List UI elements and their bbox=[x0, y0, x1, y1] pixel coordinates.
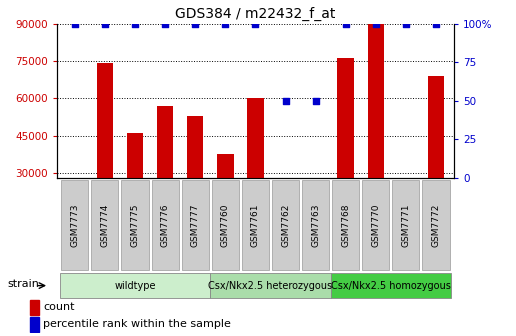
Bar bbox=[367, 24, 384, 248]
Point bbox=[281, 98, 289, 103]
FancyBboxPatch shape bbox=[212, 180, 239, 270]
FancyBboxPatch shape bbox=[331, 273, 451, 298]
Bar bbox=[30, 300, 39, 315]
Point bbox=[71, 21, 79, 26]
FancyBboxPatch shape bbox=[91, 180, 119, 270]
FancyBboxPatch shape bbox=[302, 180, 329, 270]
FancyBboxPatch shape bbox=[121, 180, 149, 270]
FancyBboxPatch shape bbox=[423, 180, 449, 270]
FancyBboxPatch shape bbox=[392, 180, 420, 270]
Text: wildtype: wildtype bbox=[114, 281, 156, 291]
FancyBboxPatch shape bbox=[272, 180, 299, 270]
Bar bbox=[67, 178, 83, 248]
Bar bbox=[30, 317, 39, 332]
Point bbox=[432, 21, 440, 26]
Bar bbox=[398, 178, 414, 248]
FancyBboxPatch shape bbox=[60, 273, 211, 298]
FancyBboxPatch shape bbox=[242, 180, 269, 270]
Text: GSM7772: GSM7772 bbox=[431, 203, 441, 247]
Bar bbox=[337, 58, 354, 248]
Text: GSM7777: GSM7777 bbox=[191, 203, 200, 247]
Bar bbox=[428, 76, 444, 248]
Text: GSM7763: GSM7763 bbox=[311, 203, 320, 247]
Point bbox=[372, 21, 380, 26]
Point bbox=[251, 21, 260, 26]
Bar bbox=[157, 106, 173, 248]
Point bbox=[342, 21, 350, 26]
Text: GSM7760: GSM7760 bbox=[221, 203, 230, 247]
Bar bbox=[308, 178, 324, 248]
Text: Csx/Nkx2.5 homozygous: Csx/Nkx2.5 homozygous bbox=[331, 281, 451, 291]
Text: GSM7773: GSM7773 bbox=[70, 203, 79, 247]
Bar bbox=[127, 133, 143, 248]
Point bbox=[402, 21, 410, 26]
Bar bbox=[217, 155, 234, 248]
Bar bbox=[277, 178, 294, 248]
FancyBboxPatch shape bbox=[211, 273, 331, 298]
Text: GSM7761: GSM7761 bbox=[251, 203, 260, 247]
Text: GSM7771: GSM7771 bbox=[401, 203, 410, 247]
Point bbox=[191, 21, 199, 26]
Point bbox=[131, 21, 139, 26]
Text: strain: strain bbox=[8, 279, 40, 289]
Point bbox=[221, 21, 230, 26]
Title: GDS384 / m22432_f_at: GDS384 / m22432_f_at bbox=[175, 7, 335, 21]
Point bbox=[312, 98, 320, 103]
Bar bbox=[187, 116, 203, 248]
Text: Csx/Nkx2.5 heterozygous: Csx/Nkx2.5 heterozygous bbox=[208, 281, 332, 291]
Text: GSM7774: GSM7774 bbox=[101, 203, 109, 247]
Text: percentile rank within the sample: percentile rank within the sample bbox=[43, 319, 231, 329]
Text: GSM7768: GSM7768 bbox=[341, 203, 350, 247]
Text: GSM7775: GSM7775 bbox=[131, 203, 139, 247]
Text: count: count bbox=[43, 302, 75, 312]
FancyBboxPatch shape bbox=[182, 180, 209, 270]
Text: GSM7776: GSM7776 bbox=[160, 203, 170, 247]
Point bbox=[161, 21, 169, 26]
FancyBboxPatch shape bbox=[152, 180, 179, 270]
Text: GSM7762: GSM7762 bbox=[281, 203, 290, 247]
Bar bbox=[247, 98, 264, 248]
Point bbox=[101, 21, 109, 26]
FancyBboxPatch shape bbox=[332, 180, 359, 270]
Text: GSM7770: GSM7770 bbox=[372, 203, 380, 247]
Bar bbox=[96, 64, 113, 248]
FancyBboxPatch shape bbox=[362, 180, 390, 270]
FancyBboxPatch shape bbox=[61, 180, 88, 270]
